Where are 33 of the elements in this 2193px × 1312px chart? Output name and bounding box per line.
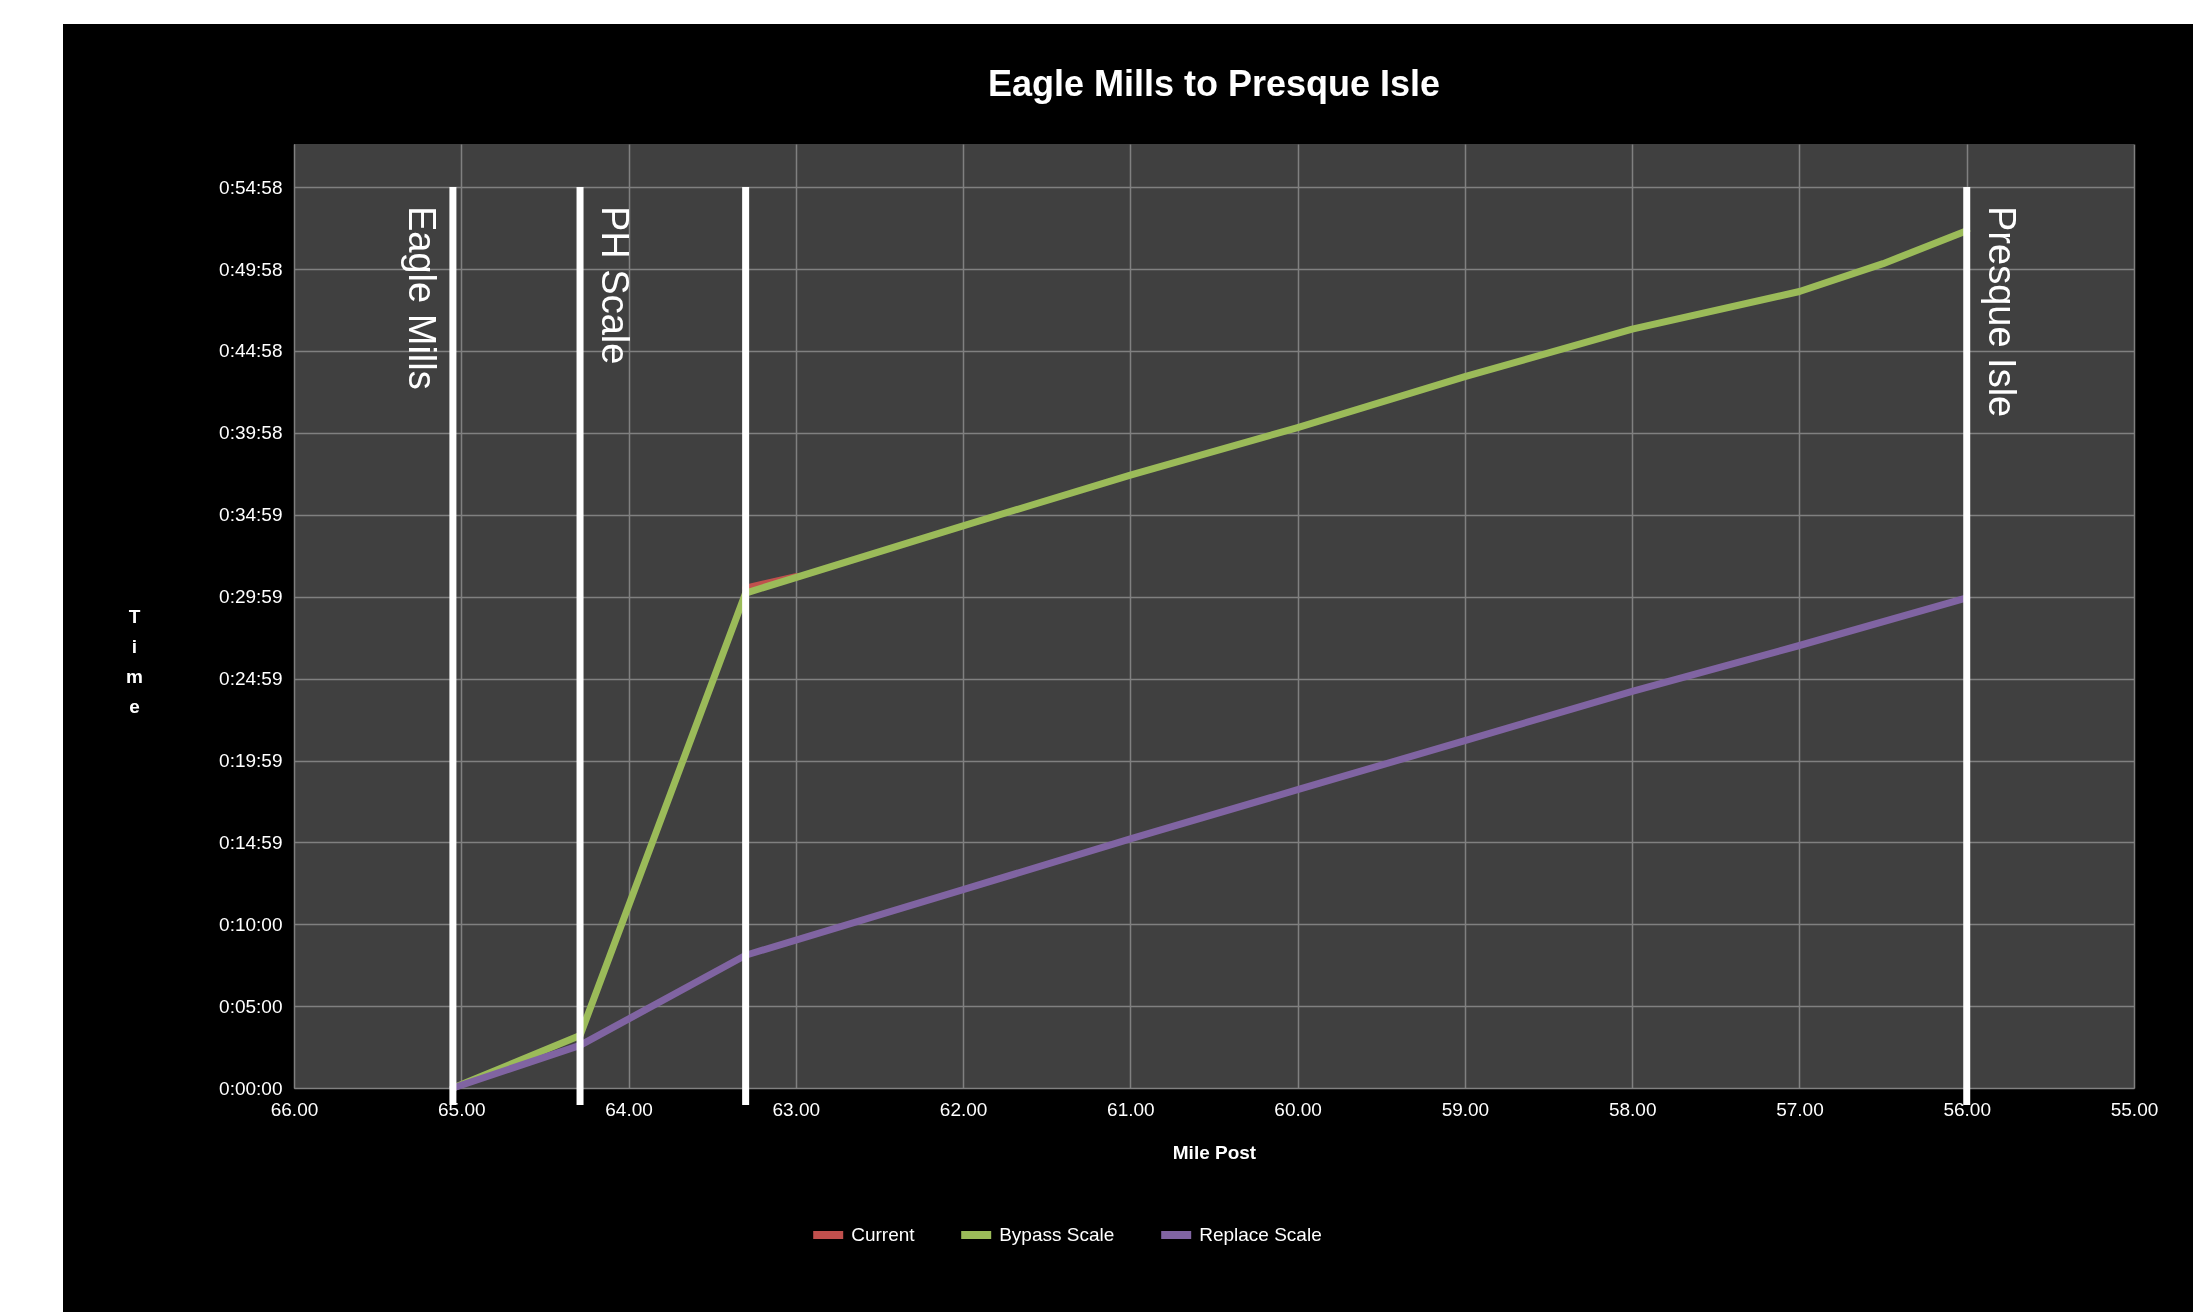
- y-tick-label: 0:10:00: [219, 913, 283, 935]
- x-tick-label: 63.00: [772, 1098, 821, 1120]
- x-tick-label: 56.00: [1943, 1098, 1991, 1120]
- x-tick-label: 64.00: [605, 1098, 653, 1120]
- x-tick-label: 60.00: [1274, 1098, 1322, 1120]
- y-tick-label: 0:44:58: [219, 340, 283, 362]
- x-tick-label: 65.00: [438, 1098, 486, 1120]
- x-axis-title: Mile Post: [1172, 1141, 1257, 1163]
- x-tick-label: 59.00: [1441, 1098, 1490, 1120]
- ref-line-label: PH Scale: [594, 206, 637, 365]
- y-tick-label: 0:19:59: [219, 750, 283, 772]
- y-tick-label: 0:29:59: [219, 586, 283, 608]
- x-tick-label: 61.00: [1107, 1098, 1155, 1120]
- y-tick-label: 0:14:59: [219, 831, 283, 853]
- ref-line-label: Eagle Mills: [400, 206, 443, 390]
- legend-label: Replace Scale: [1199, 1224, 1322, 1245]
- y-tick-label: 0:54:58: [219, 176, 283, 198]
- y-axis-title: Time: [126, 605, 143, 717]
- x-tick-label: 62.00: [939, 1098, 988, 1120]
- x-tick-label: 55.00: [2110, 1098, 2159, 1120]
- y-tick-label: 0:49:58: [219, 258, 283, 280]
- chart-title: Eagle Mills to Presque Isle: [987, 63, 1441, 104]
- x-tick-label: 66.00: [270, 1098, 319, 1120]
- ref-line-label: Presque Isle: [1980, 206, 2023, 418]
- y-tick-label: 0:34:59: [219, 504, 283, 526]
- y-tick-label: 0:00:00: [219, 1077, 283, 1099]
- x-tick-label: 57.00: [1776, 1098, 1824, 1120]
- y-tick-label: 0:39:58: [219, 422, 283, 444]
- x-tick-label: 58.00: [1608, 1098, 1657, 1120]
- y-tick-label: 0:24:59: [219, 668, 283, 690]
- y-tick-label: 0:05:00: [219, 995, 283, 1017]
- legend-label: Bypass Scale: [999, 1224, 1115, 1245]
- legend-label: Current: [851, 1224, 916, 1245]
